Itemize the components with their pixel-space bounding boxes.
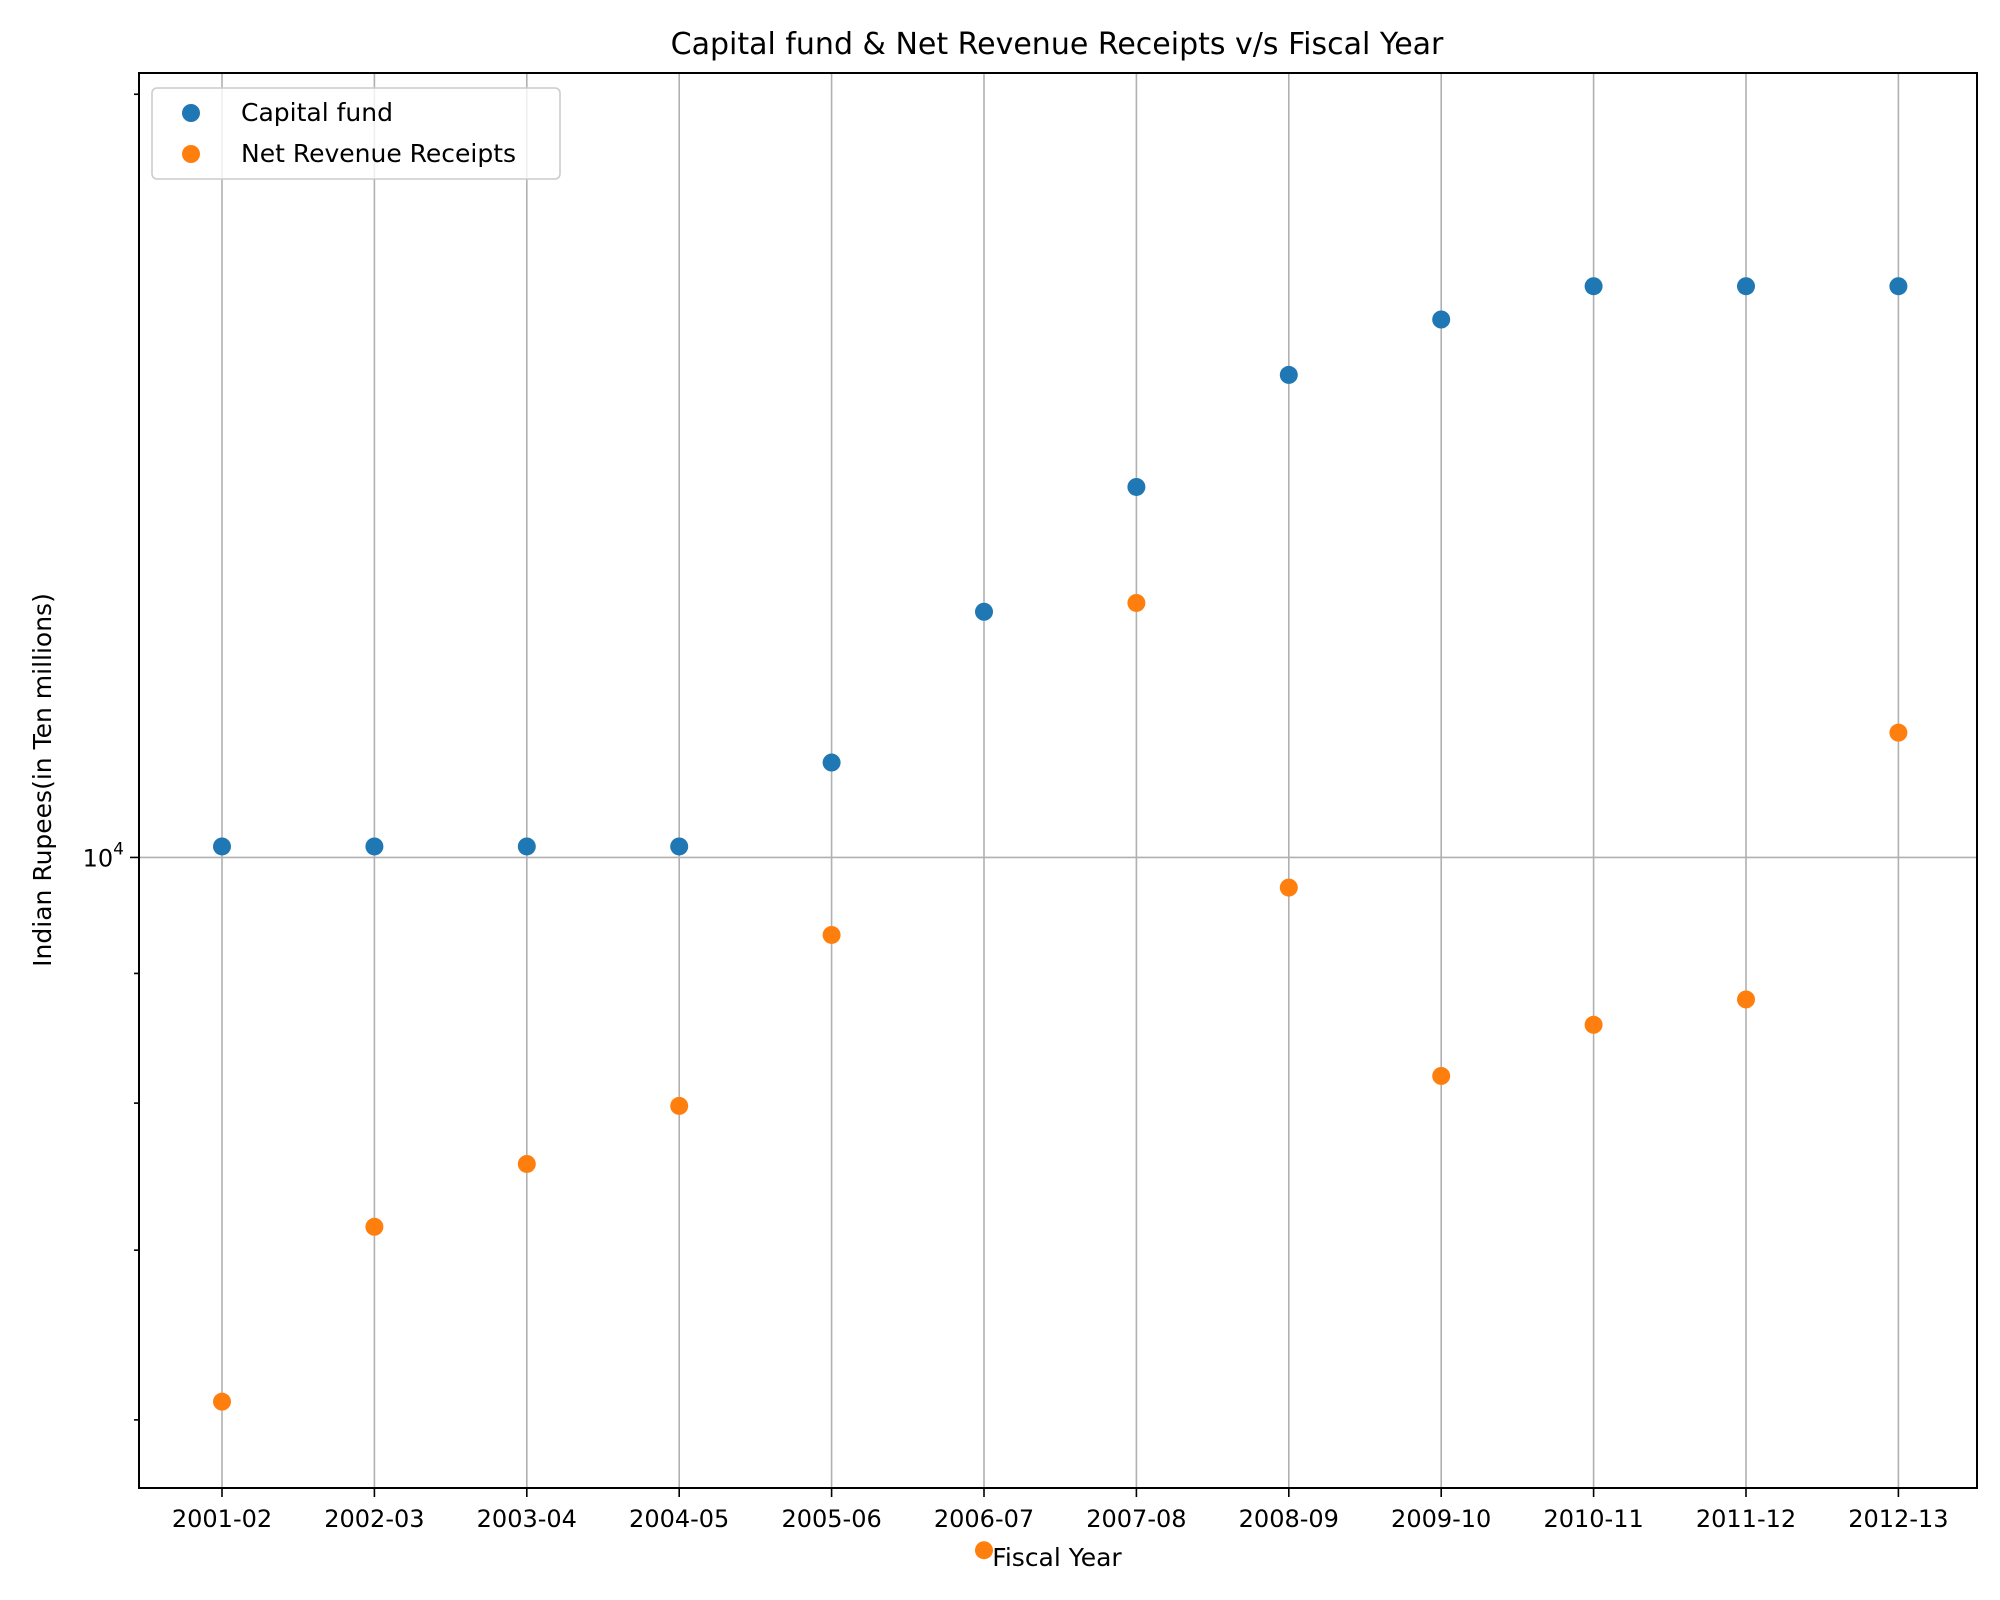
data-points bbox=[213, 277, 1908, 1560]
point-capital-fund bbox=[975, 602, 993, 621]
point-net-revenue-receipts bbox=[1279, 878, 1298, 897]
x-tick-label: 2005-06 bbox=[781, 1505, 881, 1533]
x-tick-label: 2003-04 bbox=[477, 1505, 577, 1533]
point-capital-fund bbox=[1889, 277, 1908, 296]
point-net-revenue-receipts bbox=[1889, 723, 1908, 742]
point-net-revenue-receipts bbox=[1584, 1015, 1603, 1034]
point-net-revenue-receipts bbox=[517, 1154, 536, 1173]
x-tick-label: 2001-02 bbox=[172, 1505, 272, 1533]
point-net-revenue-receipts bbox=[1737, 990, 1755, 1009]
x-tick-label: 2006-07 bbox=[934, 1505, 1034, 1533]
point-net-revenue-receipts bbox=[822, 925, 841, 944]
point-capital-fund bbox=[822, 753, 841, 772]
point-capital-fund bbox=[1432, 310, 1451, 329]
x-tick-label: 2010-11 bbox=[1543, 1505, 1643, 1533]
legend-label-net-revenue-receipts: Net Revenue Receipts bbox=[241, 139, 516, 168]
point-net-revenue-receipts bbox=[213, 1392, 231, 1411]
y-axis-label: Indian Rupees(in Ten millions) bbox=[28, 593, 57, 967]
x-axis-label: Fiscal Year bbox=[992, 1543, 1122, 1572]
y-axis-ticks: 104 bbox=[83, 93, 139, 1421]
point-capital-fund bbox=[213, 837, 231, 856]
x-tick-label: 2002-03 bbox=[324, 1505, 424, 1533]
plot-area-frame bbox=[138, 72, 1978, 1489]
x-tick-label: 2012-13 bbox=[1848, 1505, 1948, 1533]
point-capital-fund bbox=[670, 837, 689, 856]
legend-label-capital-fund: Capital fund bbox=[241, 98, 393, 127]
point-capital-fund bbox=[1127, 477, 1146, 496]
y-tick-label: 104 bbox=[83, 839, 124, 872]
point-capital-fund bbox=[1737, 277, 1755, 296]
point-net-revenue-receipts bbox=[670, 1096, 689, 1115]
chart-title: Capital fund & Net Revenue Receipts v/s … bbox=[671, 27, 1444, 62]
point-capital-fund bbox=[365, 837, 384, 856]
x-axis-ticks: 2001-02 2002-03 2003-04 2004-05 2005-06 2006-… bbox=[172, 1488, 1949, 1533]
grid bbox=[139, 73, 1977, 1488]
x-tick-label: 2007-08 bbox=[1086, 1505, 1186, 1533]
legend: Capital fund Net Revenue Receipts bbox=[151, 87, 561, 180]
point-capital-fund bbox=[1584, 277, 1603, 296]
legend-marker-capital-fund bbox=[182, 104, 200, 122]
x-tick-label: 2008-09 bbox=[1239, 1505, 1339, 1533]
point-net-revenue-receipts bbox=[975, 1541, 993, 1560]
point-capital-fund bbox=[1279, 365, 1298, 384]
legend-box bbox=[151, 87, 561, 180]
point-net-revenue-receipts bbox=[1432, 1066, 1451, 1085]
point-net-revenue-receipts bbox=[365, 1217, 384, 1236]
legend-marker-net-revenue-receipts bbox=[182, 145, 200, 163]
x-tick-label: 2004-05 bbox=[629, 1505, 729, 1533]
x-tick-label: 2009-10 bbox=[1391, 1505, 1491, 1533]
point-capital-fund bbox=[517, 837, 536, 856]
point-net-revenue-receipts bbox=[1127, 593, 1146, 612]
x-tick-label: 2011-12 bbox=[1696, 1505, 1796, 1533]
